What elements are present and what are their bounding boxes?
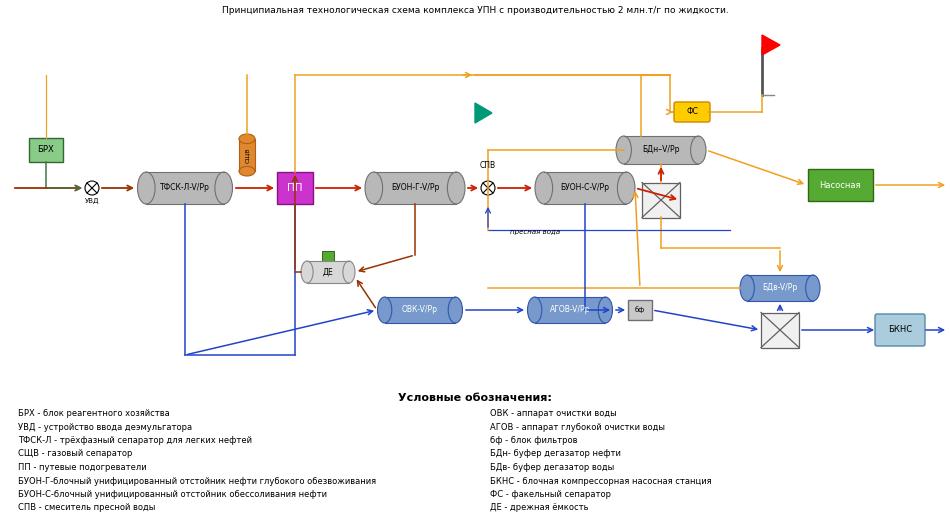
Ellipse shape [527, 297, 541, 323]
Ellipse shape [616, 136, 632, 164]
Text: Условные обозначения:: Условные обозначения: [398, 393, 552, 403]
Text: ОВК - аппарат очистки воды: ОВК - аппарат очистки воды [490, 409, 617, 418]
Text: бф - блок фильтров: бф - блок фильтров [490, 436, 578, 445]
Text: УВД: УВД [85, 198, 99, 204]
FancyBboxPatch shape [875, 314, 925, 346]
Bar [642, 183, 680, 217]
Text: СПВ - смеситель пресной воды: СПВ - смеситель пресной воды [18, 503, 156, 512]
Ellipse shape [138, 172, 155, 204]
Ellipse shape [377, 297, 391, 323]
Text: БДн- буфер дегазатор нефти: БДн- буфер дегазатор нефти [490, 450, 621, 459]
Circle shape [481, 181, 495, 195]
Ellipse shape [806, 275, 820, 301]
Polygon shape [475, 103, 492, 123]
Text: СПВ: СПВ [480, 160, 496, 169]
Bar [373, 172, 456, 204]
Ellipse shape [618, 172, 635, 204]
Bar [535, 297, 605, 323]
Text: БДв- буфер дегазатор воды: БДв- буфер дегазатор воды [490, 463, 615, 472]
Polygon shape [762, 35, 780, 55]
Circle shape [85, 181, 99, 195]
Bar [761, 312, 799, 348]
Text: ПП: ПП [287, 183, 303, 193]
Ellipse shape [343, 261, 355, 283]
Ellipse shape [598, 297, 613, 323]
Text: АГОВ - аппарат глубокой очистки воды: АГОВ - аппарат глубокой очистки воды [490, 422, 665, 431]
Text: БРХ: БРХ [38, 146, 54, 155]
Ellipse shape [239, 134, 255, 144]
Text: БРХ - блок реагентного хозяйства: БРХ - блок реагентного хозяйства [18, 409, 170, 418]
Text: БУОН-С-блочный унифицированный отстойник обессоливания нефти: БУОН-С-блочный унифицированный отстойник… [18, 490, 327, 499]
Text: ТФСК-Л-V/Рр: ТФСК-Л-V/Рр [160, 184, 210, 193]
Bar [277, 172, 313, 204]
Ellipse shape [447, 172, 465, 204]
Ellipse shape [215, 172, 233, 204]
Text: ТФСК-Л - трёхфазный сепаратор для легких нефтей: ТФСК-Л - трёхфазный сепаратор для легких… [18, 436, 252, 445]
Text: ФС - факельный сепаратор: ФС - факельный сепаратор [490, 490, 611, 499]
Text: АГОВ-V/Рр: АГОВ-V/Рр [550, 306, 590, 315]
Ellipse shape [239, 166, 255, 176]
Bar [628, 300, 652, 320]
Bar [146, 172, 223, 204]
Text: БУОН-Г-V/Рр: БУОН-Г-V/Рр [390, 184, 439, 193]
Bar [307, 261, 349, 283]
Text: ОВК-V/Рр: ОВК-V/Рр [402, 306, 438, 315]
Ellipse shape [535, 172, 553, 204]
Text: ДЕ: ДЕ [323, 268, 333, 277]
Ellipse shape [740, 275, 754, 301]
Text: БУОН-С-V/Рр: БУОН-С-V/Рр [560, 184, 610, 193]
Ellipse shape [448, 297, 463, 323]
Ellipse shape [365, 172, 383, 204]
Text: ДЕ - дрежная ёмкость: ДЕ - дрежная ёмкость [490, 503, 588, 512]
Text: СЩВ - газовый сепаратор: СЩВ - газовый сепаратор [18, 450, 132, 459]
Bar [29, 138, 63, 162]
Text: Принципиальная технологическая схема комплекса УПН с производительностью 2 млн.т: Принципиальная технологическая схема ком… [221, 6, 729, 15]
Bar [385, 297, 455, 323]
Text: ФС: ФС [686, 107, 698, 116]
Bar [322, 251, 334, 261]
Text: СЩВ: СЩВ [244, 147, 250, 163]
Text: БКНС - блочная компрессорная насосная станция: БКНС - блочная компрессорная насосная ст… [490, 477, 712, 485]
Text: БУОН-Г-блочный унифицированный отстойник нефти глубокого обезвоживания: БУОН-Г-блочный унифицированный отстойник… [18, 477, 376, 485]
Bar [239, 139, 255, 171]
Text: БДв-V/Рр: БДв-V/Рр [762, 284, 798, 292]
Text: БДн–V/Рр: БДн–V/Рр [642, 146, 680, 155]
Bar [808, 169, 872, 201]
Text: БКНС: БКНС [888, 326, 912, 335]
Ellipse shape [301, 261, 314, 283]
Text: УВД - устройство ввода деэмульгатора: УВД - устройство ввода деэмульгатора [18, 422, 192, 431]
Bar [747, 275, 813, 301]
Text: бф: бф [635, 307, 645, 313]
FancyBboxPatch shape [674, 102, 710, 122]
Text: Насосная: Насосная [819, 180, 861, 189]
Bar [543, 172, 626, 204]
Text: ПП - путевые подогреватели: ПП - путевые подогреватели [18, 463, 146, 472]
Ellipse shape [691, 136, 706, 164]
Bar [624, 136, 698, 164]
Text: пресная вода: пресная вода [510, 229, 560, 235]
